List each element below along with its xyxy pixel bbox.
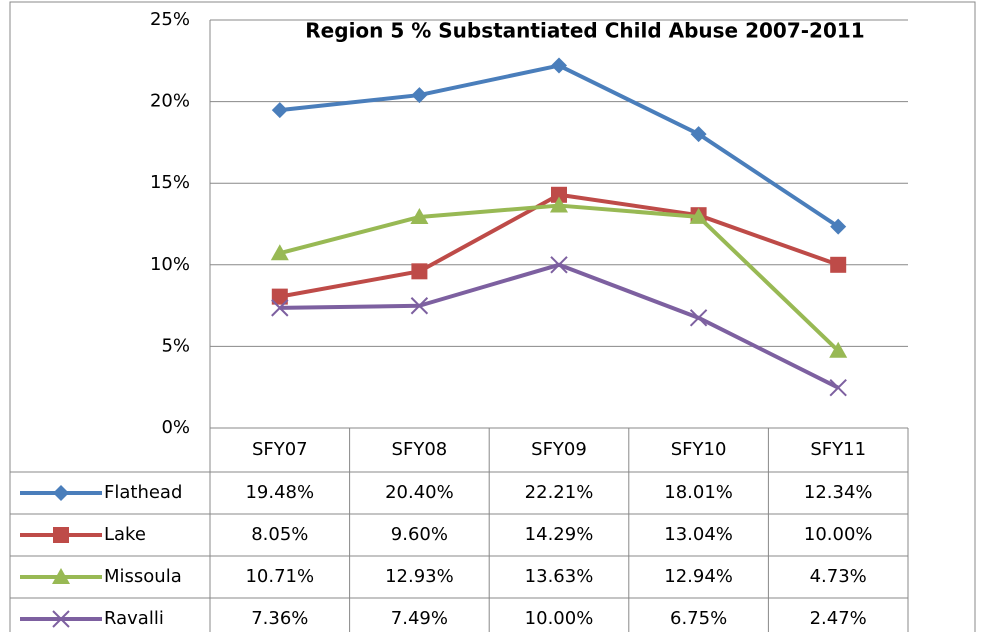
marker bbox=[550, 256, 568, 274]
table-value: 2.47% bbox=[810, 608, 867, 629]
marker bbox=[271, 288, 288, 305]
table-value: 13.63% bbox=[525, 566, 594, 587]
table-value: 10.00% bbox=[804, 524, 873, 545]
marker bbox=[52, 610, 70, 628]
marker bbox=[689, 207, 708, 224]
table-value: 18.01% bbox=[664, 482, 733, 503]
marker bbox=[270, 244, 289, 261]
marker bbox=[830, 218, 847, 235]
marker bbox=[410, 297, 429, 315]
marker bbox=[551, 57, 567, 74]
y-tick-label: 5% bbox=[161, 335, 190, 356]
marker bbox=[830, 256, 847, 273]
chart-title: Region 5 % Substantiated Child Abuse 200… bbox=[305, 19, 864, 43]
table-value: 10.71% bbox=[245, 566, 314, 587]
x-tick-label: SFY07 bbox=[252, 439, 308, 460]
y-tick-label: 20% bbox=[150, 91, 190, 112]
y-tick-label: 0% bbox=[161, 417, 190, 438]
x-tick-label: SFY09 bbox=[531, 439, 587, 460]
y-tick-label: 25% bbox=[150, 9, 190, 30]
table-value: 13.04% bbox=[664, 524, 733, 545]
table-value: 14.29% bbox=[525, 524, 594, 545]
legend-label: Missoula bbox=[104, 566, 182, 587]
chart-border bbox=[9, 1, 976, 632]
marker bbox=[411, 87, 428, 104]
marker bbox=[550, 196, 568, 213]
marker bbox=[53, 485, 69, 501]
table-value: 10.00% bbox=[525, 608, 594, 629]
table-value: 9.60% bbox=[391, 524, 448, 545]
marker bbox=[829, 378, 847, 397]
marker bbox=[53, 527, 69, 543]
marker bbox=[271, 299, 289, 317]
table-value: 7.49% bbox=[391, 608, 448, 629]
table-value: 12.34% bbox=[804, 482, 873, 503]
x-tick-label: SFY08 bbox=[392, 439, 448, 460]
table-value: 22.21% bbox=[525, 482, 594, 503]
table-value: 4.73% bbox=[810, 566, 867, 587]
table-value: 7.36% bbox=[251, 608, 308, 629]
marker bbox=[689, 309, 708, 327]
table-value: 8.05% bbox=[251, 524, 308, 545]
table-value: 12.93% bbox=[385, 566, 454, 587]
marker bbox=[410, 207, 429, 224]
x-tick-label: SFY11 bbox=[810, 439, 866, 460]
marker bbox=[411, 263, 428, 280]
marker bbox=[52, 568, 70, 584]
table-value: 6.75% bbox=[670, 608, 727, 629]
legend-label: Flathead bbox=[104, 482, 182, 503]
y-tick-label: 10% bbox=[150, 254, 190, 275]
series-line bbox=[279, 203, 840, 353]
marker bbox=[551, 186, 567, 203]
table-value: 20.40% bbox=[385, 482, 454, 503]
legend-label: Ravalli bbox=[104, 608, 164, 629]
marker bbox=[271, 102, 288, 119]
legend-label: Lake bbox=[104, 524, 146, 545]
table-value: 12.94% bbox=[664, 566, 733, 587]
x-tick-label: SFY10 bbox=[671, 439, 727, 460]
marker bbox=[690, 126, 707, 143]
y-tick-label: 15% bbox=[150, 172, 190, 193]
table-value: 19.48% bbox=[245, 482, 314, 503]
marker bbox=[829, 341, 848, 358]
